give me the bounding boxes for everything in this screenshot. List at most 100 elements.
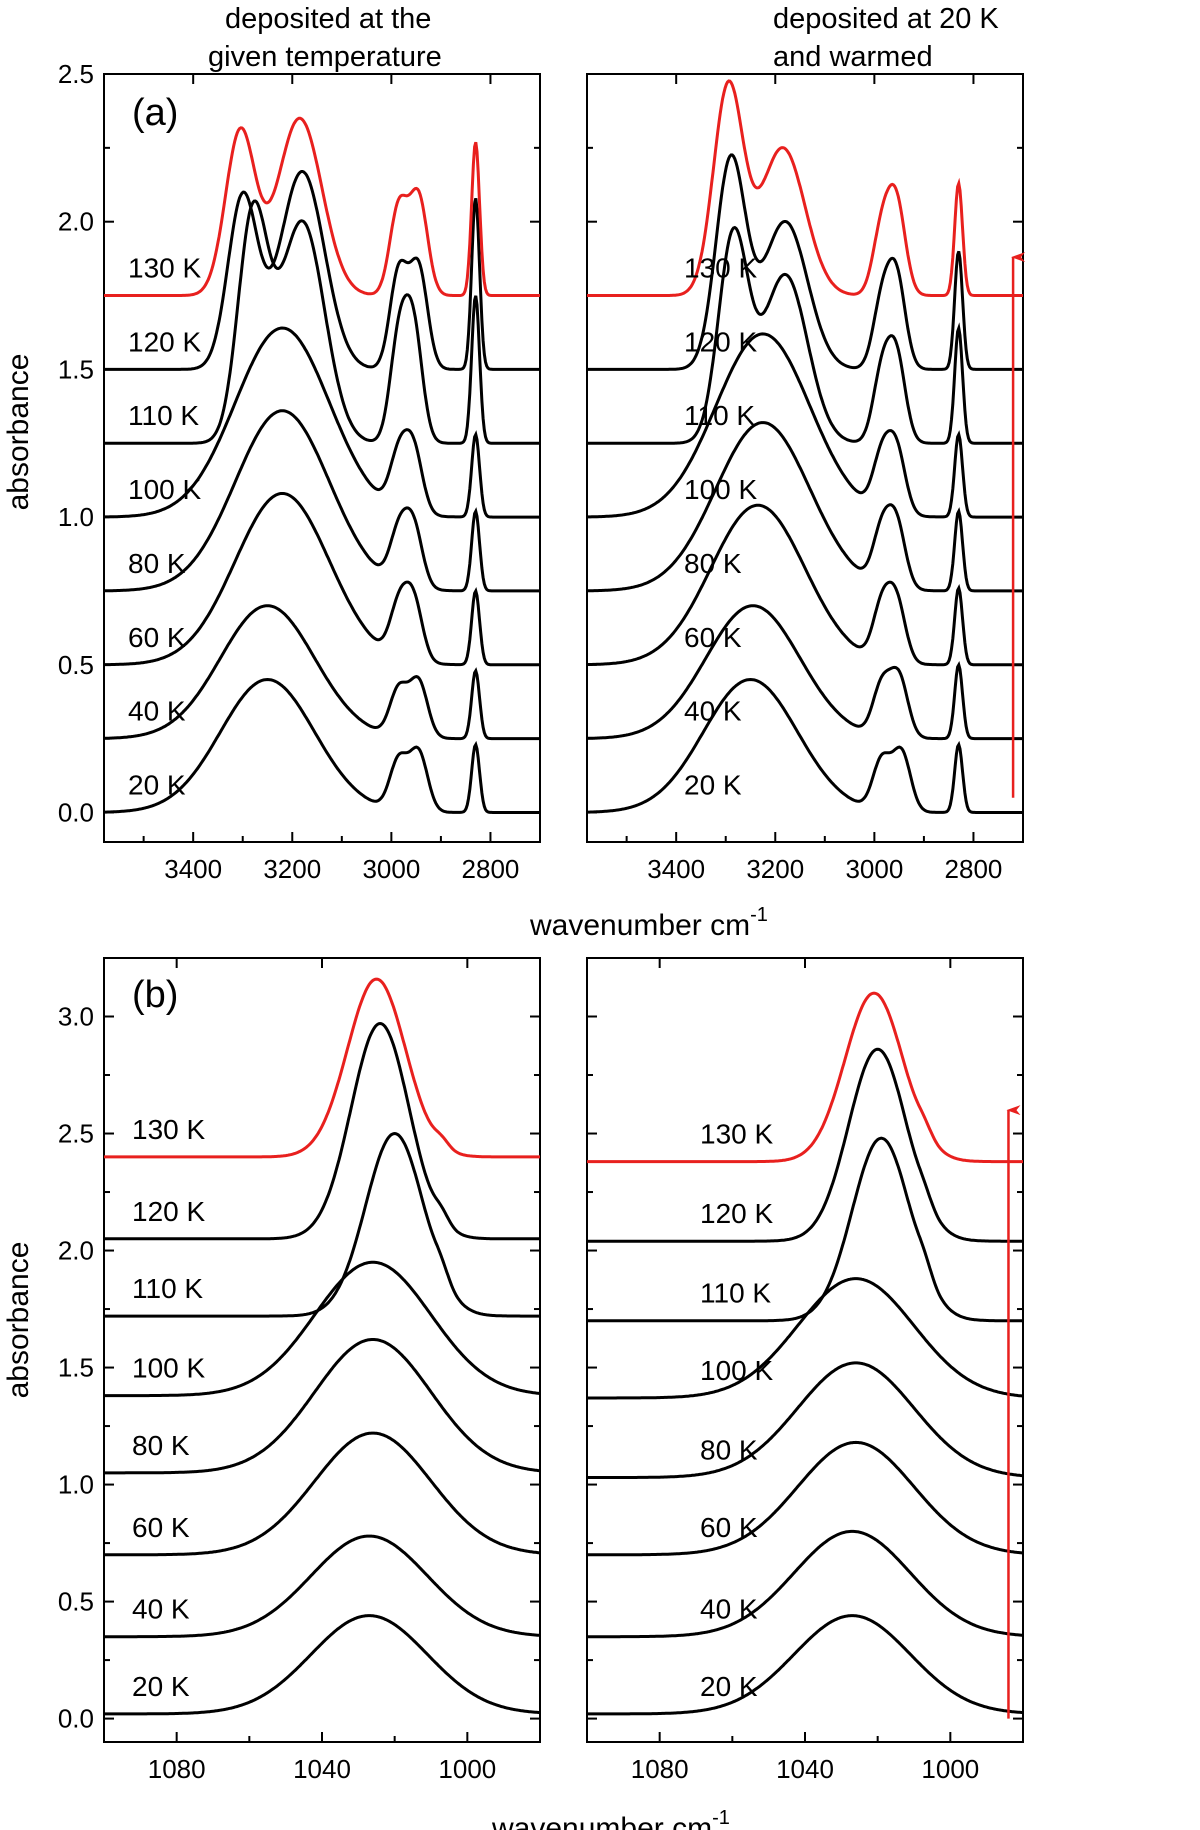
y-tick-label: 3.0 — [58, 1002, 94, 1032]
x-axis-label-b: wavenumber cm-1 — [491, 1807, 730, 1830]
series-label: 110 K — [128, 400, 199, 431]
series-line-60-K — [104, 492, 540, 667]
series-label: 120 K — [684, 326, 757, 357]
y-tick-label: 0.5 — [58, 650, 94, 680]
series-label: 100 K — [700, 1355, 773, 1386]
y-tick-label: 0.0 — [58, 797, 94, 827]
series-label: 100 K — [132, 1353, 205, 1384]
series-line-20-K — [587, 1614, 1024, 1716]
series-label: 80 K — [128, 548, 186, 579]
x-tick-label: 3200 — [746, 854, 804, 884]
series-line-130-K — [587, 991, 1023, 1164]
right-title-line-2: and warmed — [773, 41, 933, 73]
series-line-20-K — [587, 677, 1023, 814]
series-label: 130 K — [700, 1119, 773, 1150]
series-label: 60 K — [684, 622, 742, 653]
y-tick-label: 0.0 — [58, 1704, 94, 1734]
series-line-80-K — [104, 1338, 541, 1475]
series-line-40-K — [587, 1529, 1024, 1639]
x-axis-label-a-sup: -1 — [750, 904, 768, 926]
series-line-120-K — [104, 1021, 540, 1241]
y-tick-label: 2.5 — [58, 1119, 94, 1149]
plot-frame — [586, 957, 1024, 1743]
x-tick-label: 1080 — [148, 1754, 206, 1784]
left-title-line-2: given temperature — [208, 41, 442, 73]
series-label: 80 K — [132, 1430, 190, 1461]
series-label: 130 K — [684, 253, 757, 284]
series-line-60-K — [586, 503, 1023, 667]
x-tick-label: 1040 — [293, 1754, 351, 1784]
panel-b-left: 0.0 0.5 1.0 1.5 2.0 2.5 3.0 1080 1040 1000 20 K 40 … — [58, 957, 541, 1784]
x-tick-label: 3400 — [647, 854, 705, 884]
series-line-110-K — [587, 225, 1023, 445]
series-line-20-K — [104, 1614, 541, 1716]
plot-frame — [103, 73, 541, 843]
series-line-130-K — [104, 116, 540, 297]
x-axis-label-a: wavenumber cm-1 — [529, 904, 768, 942]
series-line-60-K — [587, 1440, 1024, 1557]
series-line-20-K — [104, 677, 540, 814]
y-tick-label: 2.5 — [58, 59, 94, 89]
series-label: 60 K — [700, 1512, 758, 1543]
series-label: 60 K — [132, 1512, 190, 1543]
series-label: 20 K — [700, 1671, 758, 1702]
series-line-120-K — [587, 1047, 1023, 1243]
series-label: 100 K — [128, 474, 201, 505]
series-line-100-K — [587, 1277, 1024, 1400]
series-label: 40 K — [132, 1594, 190, 1625]
panel-b-right: 1080 1040 1000 20 K 40 K 60 K 80 K 100 K 110 K 12… — [586, 957, 1024, 1784]
y-tick-label: 2.0 — [58, 1236, 94, 1266]
x-tick-label: 2800 — [462, 854, 520, 884]
series-line-110-K — [104, 199, 540, 445]
x-tick-label: 1080 — [631, 1754, 689, 1784]
x-tick-label: 3000 — [845, 854, 903, 884]
y-tick-label: 0.5 — [58, 1587, 94, 1617]
panel-a-right: 3400 3200 3000 2800 20 K 40 K 60 K 80 K 100 K 110… — [586, 73, 1026, 884]
left-title-line-1: deposited at the — [225, 3, 431, 35]
series-line-100-K — [104, 326, 540, 519]
series-line-130-K — [104, 977, 540, 1159]
series-label: 130 K — [128, 253, 201, 284]
series-label: 20 K — [132, 1671, 190, 1702]
x-tick-label: 1040 — [776, 1754, 834, 1784]
series-label: 130 K — [132, 1114, 205, 1145]
series-line-60-K — [104, 1431, 541, 1557]
x-tick-label: 3400 — [164, 854, 222, 884]
series-line-80-K — [104, 409, 540, 593]
x-axis-label-b-main: wavenumber cm — [491, 1812, 712, 1830]
series-label: 120 K — [700, 1198, 773, 1229]
series-label: 40 K — [700, 1594, 758, 1625]
y-axis-label-a: absorbance — [2, 354, 35, 511]
series-line-100-K — [104, 1260, 541, 1398]
x-tick-label: 1000 — [921, 1754, 979, 1784]
series-line-80-K — [587, 421, 1023, 593]
series-line-40-K — [586, 604, 1023, 741]
y-tick-label: 1.0 — [58, 1470, 94, 1500]
series-label: 110 K — [132, 1273, 203, 1304]
y-tick-label: 1.0 — [58, 502, 94, 532]
series-label: 20 K — [684, 769, 742, 800]
y-tick-label: 1.5 — [58, 354, 94, 384]
series-label: 20 K — [128, 769, 186, 800]
series-label: 40 K — [128, 696, 186, 727]
right-title-line-1: deposited at 20 K — [773, 3, 999, 35]
series-label: 110 K — [700, 1278, 771, 1309]
series-label: 40 K — [684, 696, 742, 727]
panel-a-left: 0.0 0.5 1.0 1.5 2.0 2.5 3400 3200 3000 2800 20 K 40… — [58, 59, 541, 884]
series-line-110-K — [587, 1136, 1023, 1323]
y-axis-label-b: absorbance — [2, 1242, 35, 1399]
series-label: 110 K — [684, 400, 755, 431]
series-line-80-K — [587, 1361, 1024, 1479]
series-label: 120 K — [128, 326, 201, 357]
y-tick-label: 1.5 — [58, 1353, 94, 1383]
plot-frame — [586, 73, 1024, 843]
series-label: 60 K — [128, 622, 186, 653]
series-line-110-K — [104, 1131, 540, 1318]
series-label: 80 K — [684, 548, 742, 579]
panel-label-a: (a) — [132, 92, 178, 134]
x-axis-label-a-main: wavenumber cm — [529, 909, 750, 942]
x-tick-label: 2800 — [945, 854, 1003, 884]
x-tick-label: 1000 — [438, 1754, 496, 1784]
x-tick-label: 3000 — [362, 854, 420, 884]
